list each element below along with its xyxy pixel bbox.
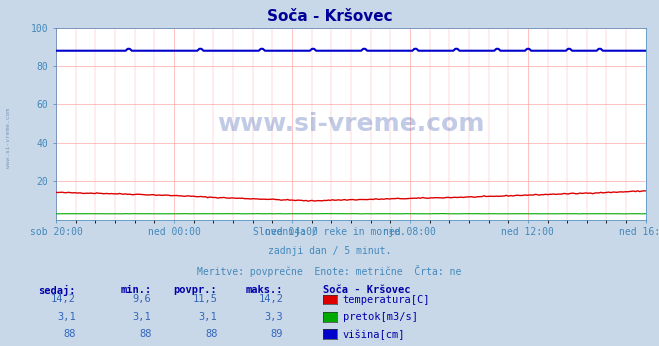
Text: 9,6: 9,6 bbox=[133, 294, 152, 304]
Text: Soča - Kršovec: Soča - Kršovec bbox=[267, 9, 392, 24]
Text: min.:: min.: bbox=[121, 285, 152, 295]
Text: 89: 89 bbox=[271, 329, 283, 339]
Text: www.si-vreme.com: www.si-vreme.com bbox=[217, 112, 484, 136]
Text: Slovenija / reke in morje.: Slovenija / reke in morje. bbox=[253, 227, 406, 237]
Text: Soča - Kršovec: Soča - Kršovec bbox=[323, 285, 411, 295]
Text: temperatura[C]: temperatura[C] bbox=[343, 295, 430, 305]
Text: Meritve: povprečne  Enote: metrične  Črta: ne: Meritve: povprečne Enote: metrične Črta:… bbox=[197, 265, 462, 277]
Text: 3,3: 3,3 bbox=[265, 312, 283, 321]
Text: 3,1: 3,1 bbox=[133, 312, 152, 321]
Text: 88: 88 bbox=[63, 329, 76, 339]
Text: 11,5: 11,5 bbox=[192, 294, 217, 304]
Text: 88: 88 bbox=[205, 329, 217, 339]
Text: www.si-vreme.com: www.si-vreme.com bbox=[6, 108, 11, 169]
Text: 3,1: 3,1 bbox=[57, 312, 76, 321]
Text: povpr.:: povpr.: bbox=[174, 285, 217, 295]
Text: 3,1: 3,1 bbox=[199, 312, 217, 321]
Text: zadnji dan / 5 minut.: zadnji dan / 5 minut. bbox=[268, 246, 391, 256]
Text: višina[cm]: višina[cm] bbox=[343, 329, 405, 340]
Text: 14,2: 14,2 bbox=[51, 294, 76, 304]
Text: maks.:: maks.: bbox=[246, 285, 283, 295]
Text: 88: 88 bbox=[139, 329, 152, 339]
Text: sedaj:: sedaj: bbox=[38, 285, 76, 297]
Text: pretok[m3/s]: pretok[m3/s] bbox=[343, 312, 418, 322]
Text: 14,2: 14,2 bbox=[258, 294, 283, 304]
